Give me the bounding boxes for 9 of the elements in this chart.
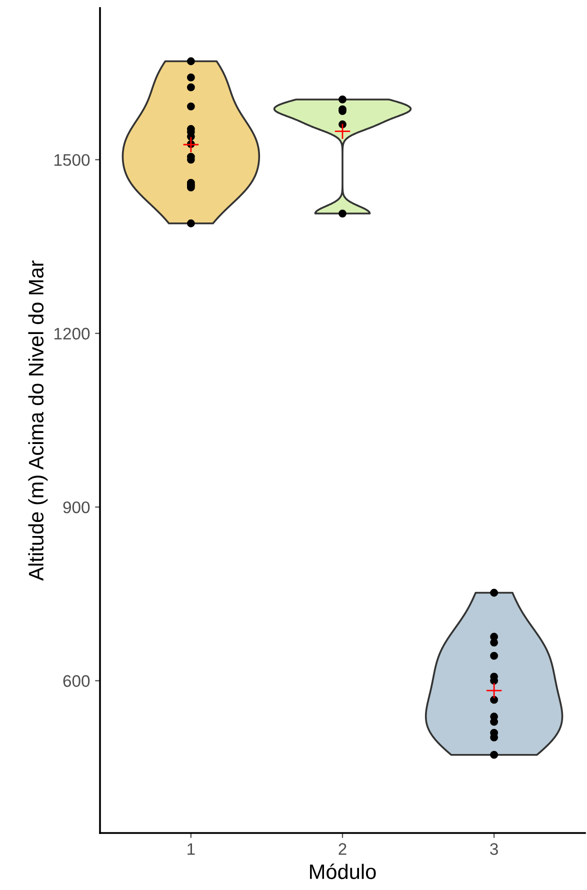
x-tick-label: 2: [338, 843, 346, 855]
x-axis-title: Módulo: [310, 864, 376, 880]
y-tick-label: 600: [63, 675, 90, 687]
x-tick-label: 1: [188, 843, 195, 855]
y-tick-label: 1500: [54, 154, 90, 166]
y-tick-label: 1200: [54, 328, 90, 340]
x-tick-label: 3: [490, 843, 498, 855]
y-axis-title: Altitude (m) Acima do Nivel do Mar: [28, 260, 48, 581]
y-tick-label: 900: [63, 501, 90, 514]
